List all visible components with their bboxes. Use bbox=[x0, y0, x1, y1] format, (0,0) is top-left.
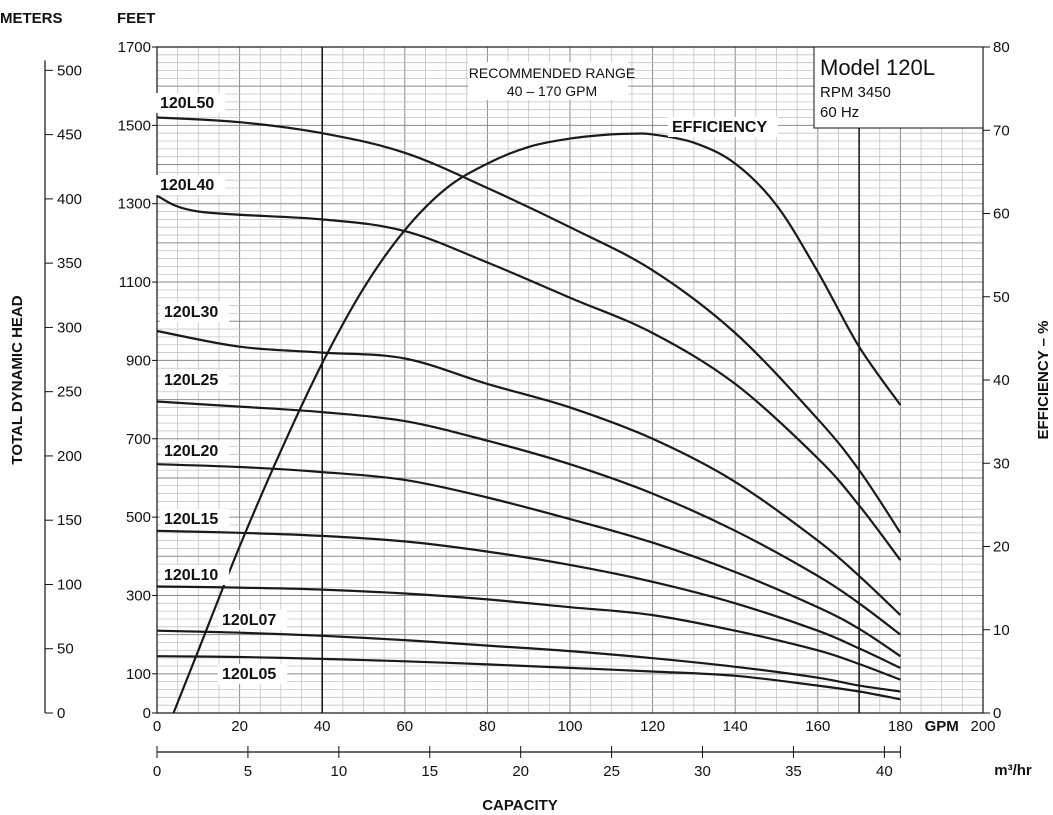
curve-label: 120L07 bbox=[222, 612, 276, 629]
curve-label-bg bbox=[218, 664, 288, 684]
curve-label: 120L15 bbox=[164, 511, 218, 528]
gpm-tick-label: 160 bbox=[805, 718, 830, 735]
curve-120l10 bbox=[156, 585, 901, 681]
efficiency-tick-label: 10 bbox=[993, 622, 1010, 639]
curve-label: 120L40 bbox=[160, 177, 214, 194]
model-hz: 60 Hz bbox=[820, 104, 859, 121]
gpm-tick-label: 40 bbox=[314, 718, 331, 735]
curve-120l07 bbox=[156, 629, 901, 693]
curve-120l05 bbox=[156, 655, 901, 701]
gpm-tick-label: 20 bbox=[231, 718, 248, 735]
efficiency-tick-label: 30 bbox=[993, 455, 1010, 472]
meters-tick-label: 300 bbox=[57, 319, 82, 336]
gpm-tick-label: 60 bbox=[396, 718, 413, 735]
gpm-tick-label: 80 bbox=[479, 718, 496, 735]
efficiency-tick-label: 50 bbox=[993, 289, 1010, 306]
axes: 0100300500700900110013001500170005010015… bbox=[44, 39, 1010, 780]
efficiency-tick-label: 70 bbox=[993, 122, 1010, 139]
feet-tick-label: 300 bbox=[126, 587, 151, 604]
meters-tick-label: 0 bbox=[57, 705, 65, 722]
curve-label-bg bbox=[156, 93, 226, 113]
m3hr-tick-label: 10 bbox=[330, 763, 347, 780]
m3hr-tick-label: 5 bbox=[244, 763, 252, 780]
curve-120l40 bbox=[156, 194, 902, 561]
curve-label: 120L50 bbox=[160, 95, 214, 112]
gpm-tick-label: 140 bbox=[723, 718, 748, 735]
meters-tick-label: 50 bbox=[57, 641, 74, 658]
gpm-tick-label: 180 bbox=[888, 718, 913, 735]
efficiency-tick-label: 60 bbox=[993, 206, 1010, 223]
meters-tick-label: 150 bbox=[57, 512, 82, 529]
meters-tick-label: 100 bbox=[57, 576, 82, 593]
feet-tick-label: 900 bbox=[126, 352, 151, 369]
feet-axis-title: FEET bbox=[117, 10, 155, 27]
curve-label-bg bbox=[156, 175, 226, 195]
feet-tick-label: 1700 bbox=[118, 39, 151, 56]
curve-label-bg bbox=[160, 302, 230, 322]
m3hr-tick-label: 30 bbox=[694, 763, 711, 780]
m3hr-tick-label: 0 bbox=[153, 763, 161, 780]
m3hr-tick-label: 20 bbox=[512, 763, 529, 780]
feet-tick-label: 1100 bbox=[119, 274, 151, 291]
meters-tick-label: 450 bbox=[57, 127, 82, 144]
gpm-unit-bg bbox=[919, 717, 964, 735]
model-rpm: RPM 3450 bbox=[820, 84, 891, 101]
y-axis-title: TOTAL DYNAMIC HEAD bbox=[9, 295, 26, 464]
m3hr-tick-label: 25 bbox=[603, 763, 620, 780]
gpm-unit-label: GPM bbox=[925, 718, 959, 735]
gpm-tick-label: 100 bbox=[557, 718, 582, 735]
feet-tick-label: 1300 bbox=[118, 196, 151, 213]
curve-label-bg bbox=[668, 117, 778, 137]
feet-tick-label: 100 bbox=[126, 666, 151, 683]
m3hr-tick-label: 40 bbox=[876, 763, 893, 780]
gpm-tick-label: 0 bbox=[153, 718, 161, 735]
m3hr-unit-label: m³/hr bbox=[994, 762, 1032, 779]
m3hr-tick-label: 35 bbox=[785, 763, 802, 780]
curve-120l25 bbox=[156, 400, 902, 636]
curve-label: 120L05 bbox=[222, 666, 276, 683]
curve-label: 120L10 bbox=[164, 567, 218, 584]
curve-label: EFFICIENCY bbox=[672, 119, 767, 136]
meters-axis-title: METERS bbox=[0, 10, 63, 27]
recommended-range-label: RECOMMENDED RANGE bbox=[469, 65, 635, 81]
curve-label-bg bbox=[160, 509, 230, 529]
efficiency-tick-label: 20 bbox=[993, 539, 1010, 556]
grid bbox=[156, 46, 984, 714]
meters-tick-label: 500 bbox=[57, 62, 82, 79]
meters-tick-label: 200 bbox=[57, 448, 82, 465]
efficiency-tick-label: 80 bbox=[993, 39, 1010, 56]
curve-label: 120L20 bbox=[164, 443, 218, 460]
meters-tick-label: 350 bbox=[57, 255, 82, 272]
curve-120l15 bbox=[156, 529, 901, 669]
gpm-tick-label: 200 bbox=[970, 718, 995, 735]
curve-label-bg bbox=[160, 370, 230, 390]
gpm-tick-label: 120 bbox=[640, 718, 665, 735]
meters-tick-label: 400 bbox=[57, 191, 82, 208]
model-title: Model 120L bbox=[820, 55, 935, 80]
curve-120l20 bbox=[156, 463, 902, 658]
y2-axis-title: EFFICIENCY – % bbox=[1035, 321, 1052, 440]
recommended-range-label-bg bbox=[468, 62, 628, 100]
curve-120l50 bbox=[156, 116, 902, 534]
curve-120l30 bbox=[156, 329, 902, 616]
x-axis-title: CAPACITY bbox=[482, 797, 558, 814]
model-box bbox=[813, 46, 984, 129]
efficiency-tick-label: 0 bbox=[993, 705, 1001, 722]
m3hr-tick-label: 15 bbox=[421, 763, 438, 780]
curve-label-bg bbox=[160, 441, 230, 461]
curve-label-bg bbox=[160, 565, 230, 585]
feet-tick-label: 500 bbox=[126, 509, 151, 526]
feet-tick-label: 0 bbox=[143, 705, 151, 722]
curve-label-bg bbox=[218, 610, 288, 630]
efficiency-tick-label: 40 bbox=[993, 372, 1010, 389]
curve-label: 120L25 bbox=[164, 372, 218, 389]
curve-label: 120L30 bbox=[164, 304, 218, 321]
curves: 120L50 120L40 120L30 120L25 120L20 120L15 120L… bbox=[156, 93, 902, 714]
feet-tick-label: 1500 bbox=[118, 117, 151, 134]
recommended-range-values: 40 – 170 GPM bbox=[507, 83, 597, 99]
meters-tick-label: 250 bbox=[57, 384, 82, 401]
curve-efficiency bbox=[172, 132, 902, 714]
feet-tick-label: 700 bbox=[126, 431, 151, 448]
